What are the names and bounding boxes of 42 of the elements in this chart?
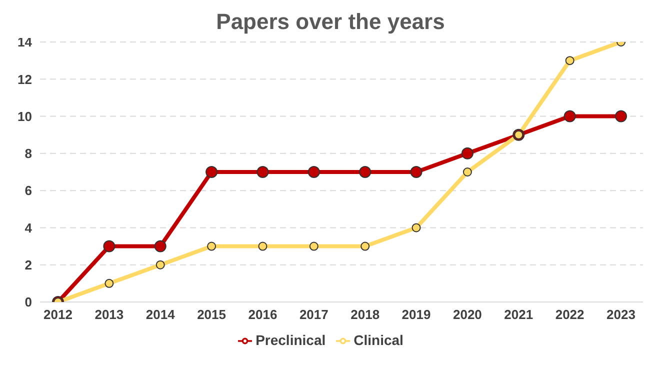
point: [412, 223, 421, 232]
x-tick-label: 2023: [606, 307, 636, 322]
point: [207, 242, 216, 251]
x-tick-label: 2016: [248, 307, 278, 322]
point: [615, 110, 627, 122]
x-tick-label: 2018: [350, 307, 380, 322]
y-tick-label: 4: [24, 220, 33, 236]
point: [104, 278, 114, 288]
x-tick-label: 2012: [44, 307, 72, 322]
y-tick-label: 14: [18, 34, 33, 50]
x-tick-label: 2019: [402, 307, 431, 322]
point: [462, 168, 472, 176]
x-tick-label: 2021: [504, 307, 534, 322]
y-tick-label: 12: [18, 72, 32, 87]
point: [309, 242, 318, 251]
y-tick-label: 0: [24, 294, 32, 310]
point: [206, 166, 218, 178]
x-tick-label: 2022: [555, 307, 584, 322]
x-tick-label: 2020: [452, 307, 482, 322]
point: [308, 166, 320, 178]
point: [154, 240, 166, 252]
point: [258, 242, 268, 251]
legend-label: Clinical: [354, 332, 404, 348]
point: [359, 166, 372, 178]
point: [256, 166, 269, 178]
y-tick-label: 10: [18, 108, 32, 124]
y-tick-label: 2: [24, 257, 32, 272]
point: [360, 242, 370, 251]
point: [461, 147, 474, 160]
chart-title: Papers over the years: [216, 9, 445, 34]
x-tick-label: 2014: [146, 307, 176, 322]
point: [156, 260, 165, 270]
point: [103, 240, 116, 252]
y-tick-label: 8: [24, 146, 32, 162]
legend-label: Preclinical: [256, 332, 326, 348]
point: [410, 166, 422, 178]
x-tick-label: 2017: [299, 307, 328, 322]
y-tick-label: 6: [24, 183, 32, 198]
point: [565, 56, 574, 66]
x-tick-label: 2015: [197, 307, 226, 322]
x-tick-label: 2013: [94, 307, 124, 322]
point: [564, 110, 576, 122]
